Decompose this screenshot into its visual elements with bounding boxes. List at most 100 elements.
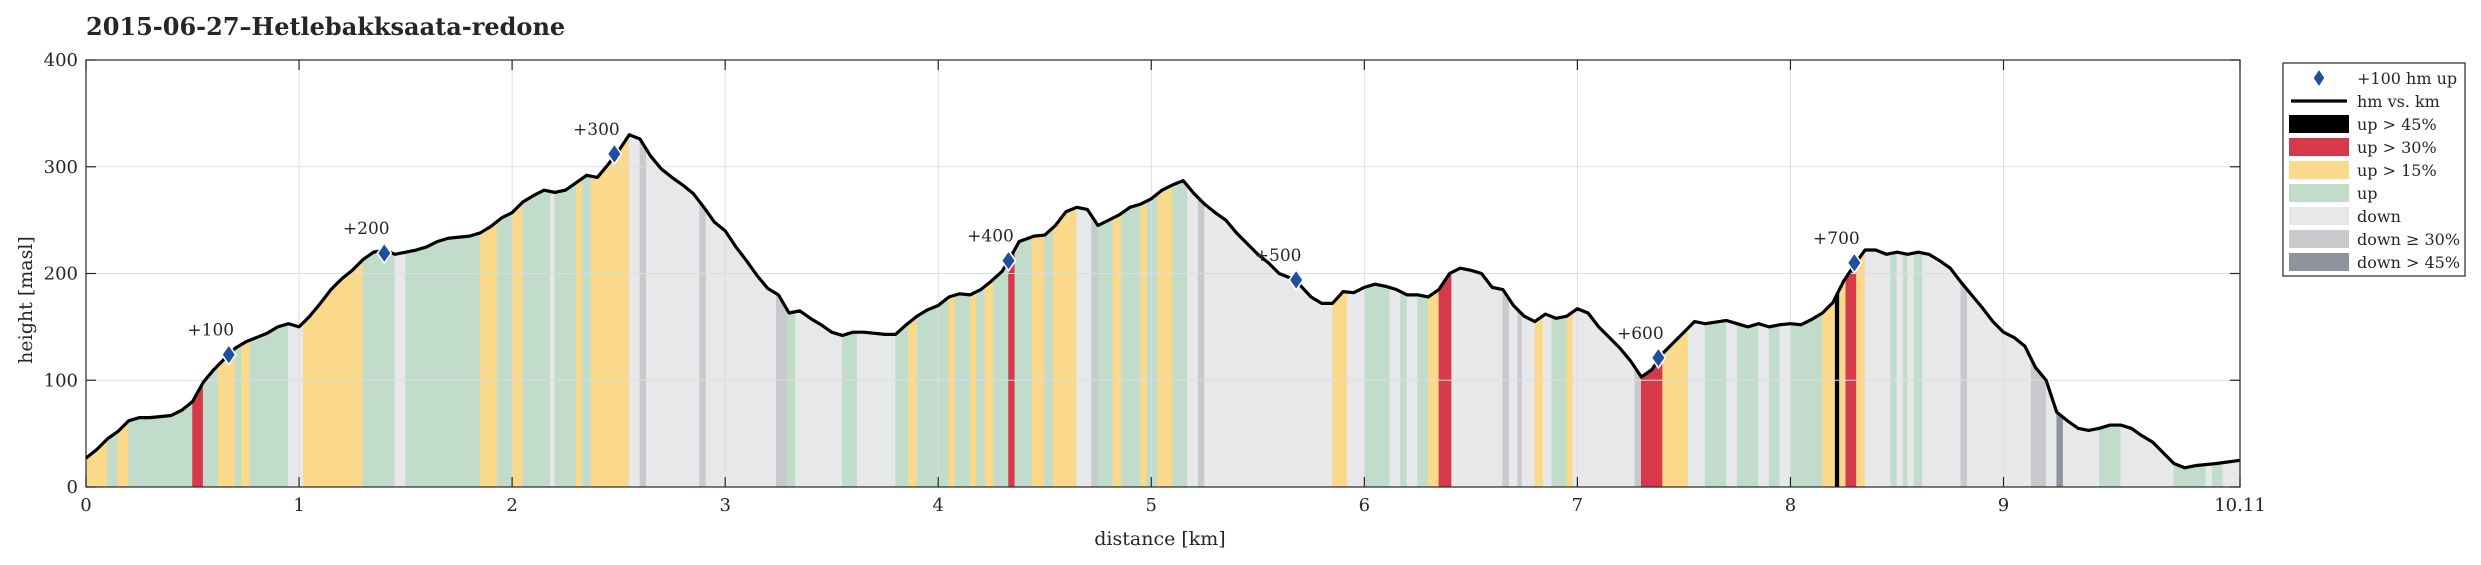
slope-band-up15-37 — [948, 294, 956, 488]
slope-band-up-5 — [202, 364, 219, 488]
slope-band-down-33 — [856, 331, 896, 488]
slope-band-up-40 — [976, 285, 986, 488]
slope-band-down-61 — [1346, 286, 1365, 488]
slope-band-up-9 — [249, 323, 289, 488]
slope-band-up-18 — [522, 189, 551, 488]
slope-band-up-42 — [993, 259, 1009, 488]
slope-band-up-7 — [234, 343, 242, 488]
slope-band-down30-27 — [699, 200, 707, 488]
slope-band-down30-102 — [1960, 281, 1968, 488]
slope-band-up15-11 — [303, 258, 364, 488]
slope-band-up15-67 — [1427, 288, 1440, 488]
slope-band-down-10 — [288, 321, 304, 488]
slope-band-up15-47 — [1052, 206, 1078, 488]
slope-band-up-12 — [362, 249, 396, 488]
slope-band-up-100 — [1913, 251, 1923, 488]
slope-band-up-96 — [1890, 251, 1898, 488]
slope-band-down-19 — [550, 191, 556, 488]
slope-band-down-31 — [795, 310, 843, 488]
slope-band-down-65 — [1406, 294, 1418, 488]
slope-band-up15-60 — [1332, 291, 1348, 488]
x-tick-label-8: 8 — [1785, 495, 1796, 516]
slope-band-down-57 — [1187, 184, 1199, 488]
slope-band-down-101 — [1922, 252, 1962, 488]
slope-band-up-66 — [1417, 294, 1429, 488]
milestone-marker-0 — [220, 343, 237, 367]
y-axis-label: height [masl] — [15, 236, 37, 364]
milestone-marker-6 — [1846, 251, 1863, 275]
slope-band-up-98 — [1903, 253, 1908, 488]
slope-band-up15-17 — [511, 201, 524, 488]
slope-band-up15-74 — [1534, 314, 1544, 488]
slope-bands — [85, 133, 2241, 488]
slope-band-down30-58 — [1197, 196, 1205, 488]
legend-swatch-down30 — [2289, 230, 2349, 248]
legend: +100 hm up hm vs. km up > 45% up > 30% up > … — [2282, 62, 2466, 277]
slope-band-up-108 — [2099, 424, 2121, 488]
slope-band-down30-49 — [1091, 214, 1099, 488]
slope-band-up15-21 — [575, 177, 583, 488]
slope-band-up-44 — [1014, 236, 1033, 488]
legend-label-marker: +100 hm up — [2357, 69, 2457, 88]
slope-band-up-64 — [1400, 291, 1408, 488]
slope-band-up-54 — [1146, 193, 1158, 488]
legend-swatch-up15 — [2289, 161, 2349, 179]
legend-label-up: up — [2357, 184, 2378, 203]
milestone-label-3: +400 — [967, 227, 1014, 247]
slope-band-up15-23 — [590, 133, 630, 488]
y-tick-label-4: 400 — [44, 50, 78, 71]
slope-band-down30-79 — [1634, 366, 1642, 488]
slope-band-up-50 — [1097, 217, 1114, 488]
x-tick-label-2: 2 — [506, 495, 517, 516]
slope-band-up30-43 — [1008, 248, 1016, 488]
slope-band-up15-77 — [1566, 311, 1574, 488]
slope-band-up15-90 — [1822, 297, 1836, 488]
legend-label-up30: up > 30% — [2357, 138, 2437, 157]
slope-band-down-73 — [1521, 313, 1536, 488]
slope-band-down30-29 — [776, 293, 788, 488]
legend-label-down30: down ≥ 30% — [2357, 230, 2460, 249]
x-axis-label: distance [km] — [1094, 528, 1225, 550]
slope-band-up-14 — [405, 232, 481, 488]
slope-band-up-36 — [916, 296, 950, 488]
slope-band-down-75 — [1543, 313, 1553, 488]
x-tick-label-3: 3 — [719, 495, 730, 516]
slope-band-up-34 — [895, 322, 909, 488]
milestone-label-4: +500 — [1255, 246, 1302, 266]
milestone-marker-3 — [1000, 249, 1017, 273]
slope-band-up30-68 — [1438, 271, 1452, 488]
x-tick-label-5: 5 — [1146, 495, 1157, 516]
legend-label-line: hm vs. km — [2357, 92, 2440, 111]
x-tick-label-10: 10.11 — [2214, 495, 2266, 516]
milestone-label-0: +100 — [187, 321, 234, 341]
slope-band-up15-35 — [908, 315, 918, 488]
slope-band-down-103 — [1966, 288, 2032, 488]
legend-swatch-up30 — [2289, 138, 2349, 156]
slope-band-up-52 — [1121, 203, 1141, 488]
axes: 0 1 2 3 4 5 6 7 8 9 10.11 0 100 200 300 400 — [44, 50, 2266, 516]
slope-band-up-22 — [582, 174, 592, 488]
slope-band-up15-15 — [479, 220, 498, 488]
slope-band-down-48 — [1076, 206, 1092, 488]
legend-swatch-marker — [2312, 67, 2326, 89]
slope-band-up15-45 — [1031, 234, 1046, 488]
legend-label-up45: up > 45% — [2357, 115, 2437, 134]
milestone-label-6: +700 — [1813, 229, 1860, 249]
chart-title: 2015-06-27–Hetlebakksaata-redone — [86, 12, 565, 41]
x-tick-label-1: 1 — [293, 495, 304, 516]
slope-band-down-113 — [2222, 459, 2241, 488]
x-tick-label-7: 7 — [1572, 495, 1583, 516]
milestone-marker-5 — [1650, 346, 1667, 370]
slope-band-up15-53 — [1140, 200, 1148, 488]
milestone-label-5: +600 — [1617, 324, 1664, 344]
slope-band-down-71 — [1508, 298, 1519, 488]
legend-swatch-up45 — [2289, 115, 2349, 133]
slope-band-down-26 — [646, 148, 700, 488]
profile-line — [84, 133, 2241, 470]
slope-band-up-89 — [1790, 312, 1823, 488]
slope-band-down-111 — [2205, 463, 2213, 488]
slope-band-up15-92 — [1839, 276, 1847, 488]
slope-band-down-82 — [1687, 321, 1706, 488]
slope-band-up15-41 — [984, 278, 994, 488]
